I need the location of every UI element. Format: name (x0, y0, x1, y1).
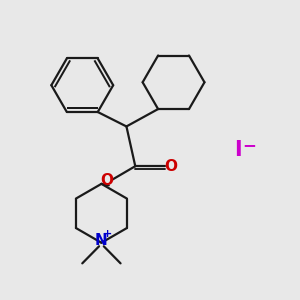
Text: +: + (103, 229, 112, 239)
Text: I: I (235, 140, 242, 160)
Text: −: − (243, 136, 256, 154)
Text: N: N (95, 233, 108, 248)
Text: O: O (100, 173, 113, 188)
Text: O: O (164, 159, 177, 174)
